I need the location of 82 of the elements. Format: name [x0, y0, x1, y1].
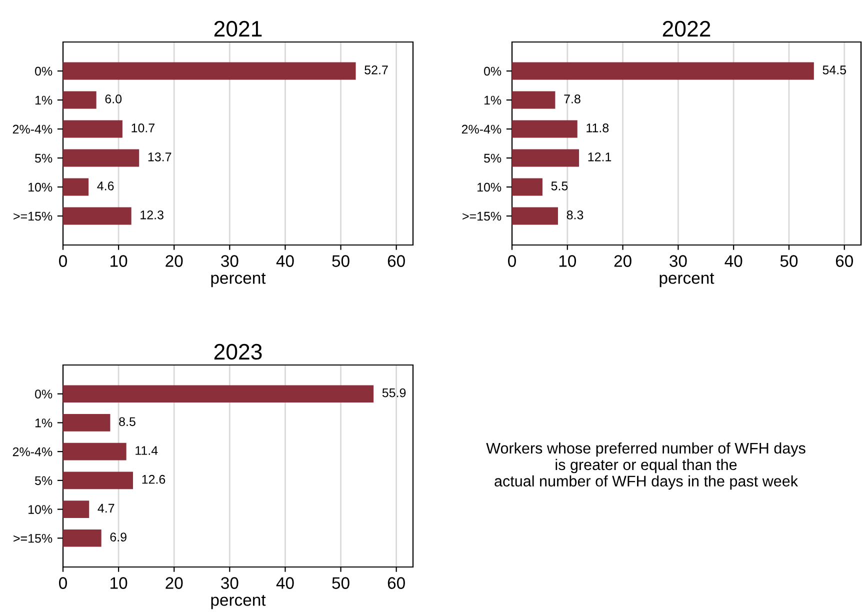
y-tick-label: >=15%: [462, 212, 502, 221]
bar: [63, 472, 133, 490]
text: 12.1: [588, 152, 612, 162]
x-tick-label: 50: [780, 255, 798, 267]
bar: [512, 120, 578, 138]
chart-title: 2021: [214, 20, 262, 37]
bar: [512, 178, 542, 196]
x-tick-label: 30: [221, 577, 238, 589]
x-tick-label: 0: [508, 255, 516, 267]
x-tick-label: 60: [836, 255, 853, 267]
text: 13.7: [148, 152, 172, 162]
text: 11.8: [586, 124, 609, 132]
chart-title: 2023: [214, 344, 262, 360]
x-tick-label: 40: [724, 255, 742, 267]
y-tick-label: >=15%: [14, 212, 52, 221]
x-tick-label: 60: [388, 255, 405, 267]
text: 12.3: [140, 210, 164, 220]
x-tick-label: 10: [559, 255, 576, 267]
y-tick-label: 5%: [35, 476, 52, 486]
bar: [63, 178, 89, 196]
bar: [63, 500, 90, 518]
x-tick-label: 20: [166, 255, 183, 267]
x-tick-label: 40: [276, 577, 294, 589]
text: 8.5: [119, 417, 136, 426]
y-tick-label: 2%-4%: [12, 124, 52, 134]
y-tick-label: 10%: [28, 182, 52, 192]
text: 54.5: [822, 66, 846, 74]
text: 6.9: [110, 532, 126, 542]
bar: [63, 91, 96, 109]
bar: [512, 91, 556, 109]
y-tick-label: 2%-4%: [462, 124, 502, 134]
bar: [63, 62, 356, 80]
y-tick-label: 10%: [28, 505, 52, 514]
bar: [63, 207, 132, 225]
text: 4.6: [97, 182, 114, 190]
text: 7.8: [564, 94, 580, 104]
x-axis-title: percent: [211, 594, 266, 610]
bar: [63, 414, 110, 432]
y-tick-label: 1%: [484, 96, 502, 105]
x-tick-label: 30: [670, 255, 687, 267]
text: 11.4: [136, 446, 158, 455]
text: 12.6: [142, 474, 166, 484]
bar: [512, 62, 814, 80]
bar: [63, 529, 102, 547]
x-tick-label: 0: [59, 255, 67, 267]
x-tick-label: 40: [276, 255, 294, 267]
bar: [512, 149, 580, 167]
x-tick-label: 20: [614, 255, 632, 267]
y-tick-label: 0%: [35, 390, 52, 399]
bar: [63, 149, 140, 167]
y-tick-label: 5%: [484, 154, 502, 163]
y-tick-label: 10%: [478, 182, 502, 192]
text: 10.7: [132, 124, 154, 132]
y-tick-label: 5%: [35, 154, 52, 163]
y-tick-label: 0%: [35, 66, 52, 76]
x-tick-label: 50: [332, 255, 350, 267]
bar: [63, 120, 122, 138]
text: 8.3: [566, 210, 584, 220]
chart-title: 2022: [662, 20, 710, 37]
x-tick-label: 30: [221, 255, 238, 267]
x-tick-label: 0: [59, 577, 67, 589]
x-axis-title: percent: [660, 272, 714, 288]
y-tick-label: 2%-4%: [12, 447, 52, 456]
bar: [512, 207, 558, 225]
bar: [63, 385, 374, 403]
x-tick-label: 20: [166, 577, 183, 589]
y-tick-label: 1%: [35, 96, 52, 105]
x-tick-label: 10: [110, 577, 128, 589]
x-tick-label: 60: [388, 577, 405, 589]
y-tick-label: 1%: [35, 418, 52, 428]
x-axis-title: percent: [211, 272, 266, 288]
text: 55.9: [382, 388, 406, 398]
bar: [63, 442, 126, 460]
x-tick-label: 10: [110, 255, 128, 267]
y-tick-label: 0%: [484, 66, 502, 76]
text: 52.7: [364, 66, 388, 74]
text: Workers whose preferred number of WFH days is greater or equal than the actual number of WFH days in the past week: [486, 442, 806, 490]
text: 6.0: [105, 94, 122, 104]
text: 5.5: [551, 182, 568, 190]
x-tick-label: 50: [332, 577, 350, 589]
y-tick-label: >=15%: [14, 534, 52, 543]
text: 4.7: [98, 504, 114, 513]
